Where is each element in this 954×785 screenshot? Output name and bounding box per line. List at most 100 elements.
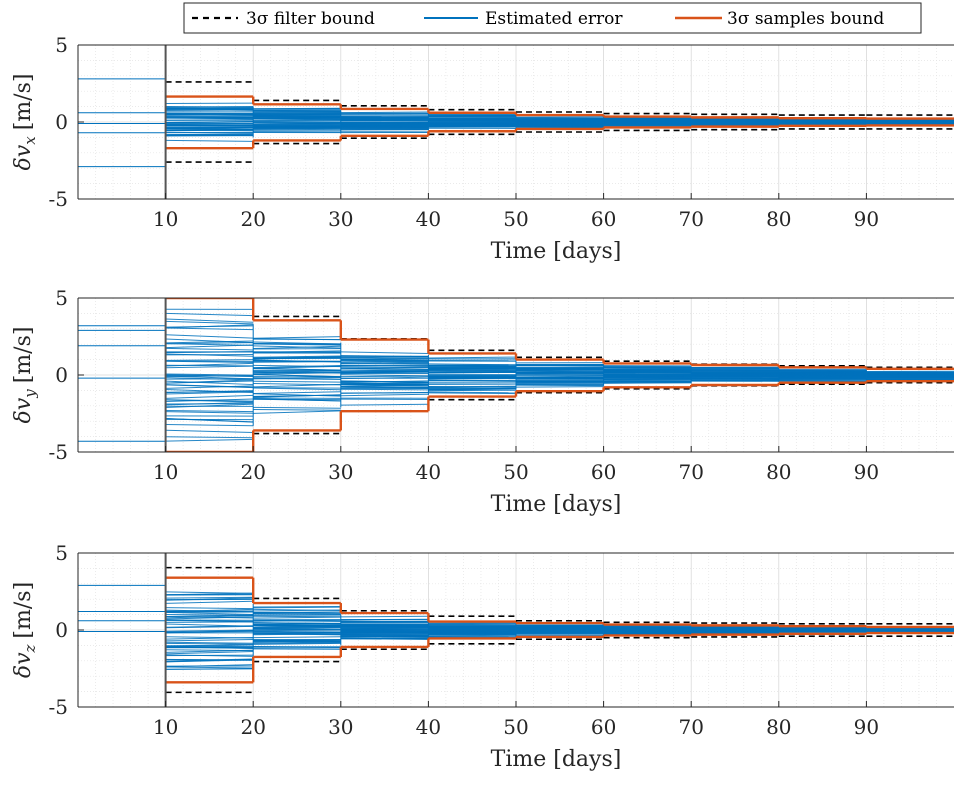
estimated-error-line	[165, 649, 254, 653]
estimated-error-line	[165, 347, 254, 351]
estimated-error-line	[340, 380, 429, 383]
estimated-error-line	[165, 334, 254, 339]
y-axis-label-main: δv	[11, 652, 36, 678]
estimated-error-line	[253, 642, 341, 645]
estimated-error-line	[428, 370, 517, 372]
estimated-error-line	[340, 615, 429, 618]
estimated-error-line	[515, 372, 604, 374]
estimated-error-line	[340, 369, 429, 372]
y-axis-label: δvz [m/s]	[11, 582, 39, 678]
x-tick-label: 10	[153, 460, 178, 484]
estimated-error-line	[340, 351, 429, 354]
estimated-error-line	[165, 385, 254, 389]
estimated-error-line	[253, 611, 341, 614]
x-axis-label: Time [days]	[491, 492, 622, 517]
estimated-error-line	[253, 355, 341, 358]
legend: 3σ filter bound Estimated error 3σ sampl…	[183, 2, 922, 34]
estimated-error-line	[253, 364, 341, 368]
estimated-error-line	[165, 398, 254, 402]
estimated-error-line	[165, 399, 254, 403]
y-axis-label-unit: [m/s]	[11, 582, 36, 639]
estimated-error-line	[340, 620, 429, 623]
y-axis-label-sub: z	[21, 644, 39, 653]
estimated-error-line	[253, 393, 341, 397]
estimated-error-line	[253, 639, 341, 642]
y-axis-label-sub: y	[21, 389, 39, 399]
x-tick-label: 20	[240, 460, 265, 484]
x-tick-label: 80	[766, 207, 791, 231]
estimated-error-line	[253, 336, 341, 339]
estimated-error-line	[165, 325, 254, 328]
estimated-error-line	[165, 616, 254, 620]
estimated-error-line	[165, 139, 254, 142]
estimated-error-line	[165, 122, 254, 125]
y-tick-label: 5	[55, 541, 68, 565]
estimated-error-line	[165, 625, 254, 629]
estimated-error-line	[165, 124, 254, 127]
estimated-error-line	[165, 365, 254, 369]
estimated-error-line	[340, 618, 429, 621]
x-tick-label: 40	[416, 715, 441, 739]
y-tick-label: -5	[49, 440, 68, 464]
estimated-error-line	[253, 394, 341, 398]
estimated-error-line	[165, 411, 254, 414]
estimated-error-line	[340, 403, 429, 406]
estimated-error-line	[428, 367, 517, 370]
y-tick-label: 0	[55, 618, 68, 642]
x-tick-label: 60	[591, 207, 616, 231]
estimated-error-line	[165, 614, 254, 617]
estimated-error-line	[340, 360, 429, 363]
y-tick-label: -5	[49, 187, 68, 211]
estimated-error-line	[340, 364, 429, 367]
x-axis-label: Time [days]	[491, 747, 622, 772]
estimated-error-line	[253, 616, 341, 619]
estimated-error-line	[253, 126, 341, 129]
estimated-error-line	[253, 127, 341, 130]
estimated-error-line	[165, 364, 254, 367]
estimated-error-line	[340, 371, 429, 374]
estimated-error-line	[340, 111, 429, 114]
x-tick-label: 10	[153, 207, 178, 231]
y-axis-label-main: δv	[11, 397, 36, 423]
estimated-error-line	[428, 356, 517, 359]
estimated-error-line	[253, 622, 341, 625]
y-axis-label-main: δv	[11, 144, 36, 170]
estimated-error-line	[165, 620, 254, 622]
estimated-error-line	[253, 380, 341, 383]
x-tick-label: 80	[766, 715, 791, 739]
x-tick-label: 70	[678, 207, 703, 231]
estimated-error-line	[428, 365, 517, 367]
estimated-error-line	[340, 357, 429, 360]
estimated-error-line	[165, 318, 254, 323]
estimated-error-line	[253, 605, 341, 608]
estimated-error-line	[253, 119, 341, 121]
estimated-error-line	[253, 408, 341, 411]
estimated-error-line	[253, 406, 341, 409]
estimated-error-line	[340, 635, 429, 638]
estimated-error-line	[428, 377, 517, 380]
estimated-error-line	[253, 374, 341, 378]
estimated-error-line	[253, 636, 341, 639]
estimated-error-line	[165, 133, 254, 136]
estimated-error-line	[165, 629, 254, 632]
estimated-error-line	[253, 338, 341, 341]
estimated-error-line	[165, 639, 254, 642]
x-tick-label: 20	[240, 207, 265, 231]
estimated-error-line	[253, 117, 341, 119]
estimated-error-line	[253, 345, 341, 350]
estimated-error-line	[340, 358, 429, 361]
estimated-error-line	[340, 393, 429, 397]
estimated-error-line	[428, 391, 517, 394]
estimated-error-line	[340, 385, 429, 388]
estimated-error-line	[253, 377, 341, 380]
y-tick-label: 0	[55, 363, 68, 387]
y-axis-label-sub: x	[21, 136, 39, 145]
y-axis-label: δvy [m/s]	[11, 327, 39, 424]
x-tick-label: 90	[854, 715, 879, 739]
x-axis-label: Time [days]	[491, 239, 622, 264]
estimated-error-line	[340, 388, 429, 391]
estimated-error-line	[253, 364, 341, 369]
series-group	[78, 298, 954, 452]
x-tick-label: 50	[503, 715, 528, 739]
estimated-error-line	[253, 120, 341, 122]
